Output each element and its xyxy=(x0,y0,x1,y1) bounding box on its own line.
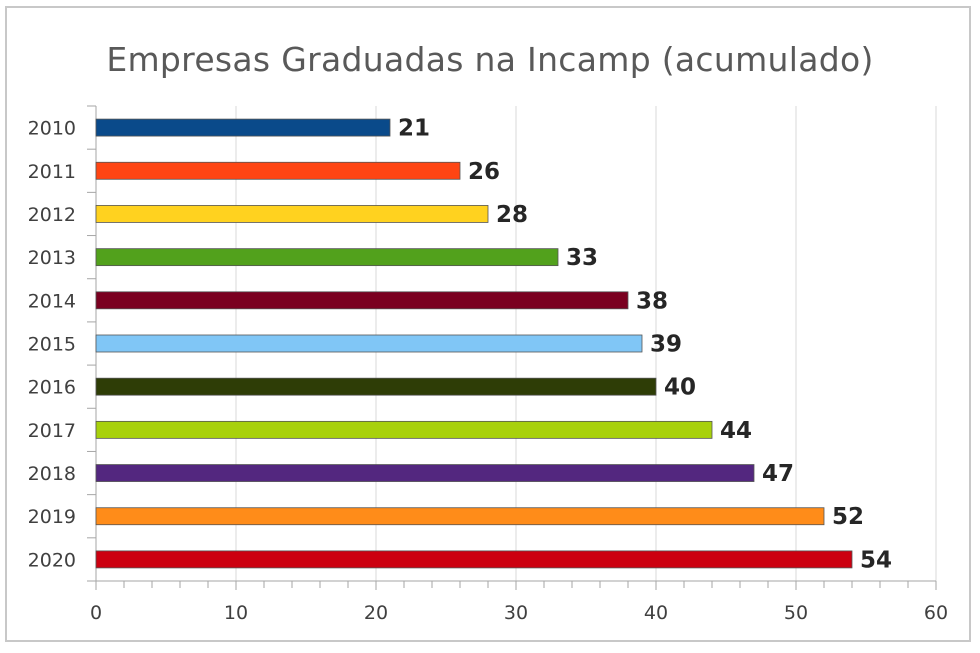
y-tick-label-2014: 2014 xyxy=(28,290,76,312)
data-label-2018: 47 xyxy=(762,461,794,487)
y-tick-label-2019: 2019 xyxy=(28,506,76,528)
bar-2016 xyxy=(95,377,657,396)
y-tick-label-2012: 2012 xyxy=(28,204,76,226)
bar-2015 xyxy=(95,334,643,353)
x-tick-label-50: 50 xyxy=(784,602,808,624)
x-tick-label-30: 30 xyxy=(504,602,528,624)
x-tick-label-20: 20 xyxy=(364,602,388,624)
data-label-2015: 39 xyxy=(650,332,682,358)
y-tick-label-2016: 2016 xyxy=(28,377,76,399)
y-tick-label-2010: 2010 xyxy=(28,118,76,140)
data-label-2019: 52 xyxy=(832,504,864,530)
bar-2020 xyxy=(95,550,853,569)
bar-2012 xyxy=(95,205,489,223)
data-label-2013: 33 xyxy=(566,245,598,271)
x-tick-label-60: 60 xyxy=(924,602,948,624)
y-tick-label-2011: 2011 xyxy=(28,161,76,183)
chart-title: Empresas Graduadas na Incamp (acumulado) xyxy=(106,40,874,79)
data-label-2014: 38 xyxy=(636,288,668,314)
y-tick-label-2017: 2017 xyxy=(28,420,76,442)
bar-2013 xyxy=(95,248,559,267)
bar-2019 xyxy=(95,507,825,526)
bar-2014 xyxy=(95,291,629,310)
data-label-2011: 26 xyxy=(468,159,500,185)
y-tick-label-2015: 2015 xyxy=(28,334,76,356)
data-label-2016: 40 xyxy=(664,375,696,401)
bar-2017 xyxy=(95,420,713,439)
x-tick-label-40: 40 xyxy=(644,602,668,624)
chart-frame xyxy=(5,6,971,642)
y-tick-label-2018: 2018 xyxy=(28,463,76,485)
y-tick-label-2020: 2020 xyxy=(28,549,76,571)
bar-2018 xyxy=(95,464,755,482)
data-label-2020: 54 xyxy=(860,547,892,573)
bar-2010 xyxy=(95,118,391,137)
x-tick-label-0: 0 xyxy=(90,602,102,624)
data-label-2010: 21 xyxy=(398,116,430,142)
data-label-2012: 28 xyxy=(496,202,528,228)
y-tick-label-2013: 2013 xyxy=(28,247,76,269)
x-tick-label-10: 10 xyxy=(224,602,248,624)
bar-2011 xyxy=(95,161,461,180)
data-label-2017: 44 xyxy=(720,418,752,444)
